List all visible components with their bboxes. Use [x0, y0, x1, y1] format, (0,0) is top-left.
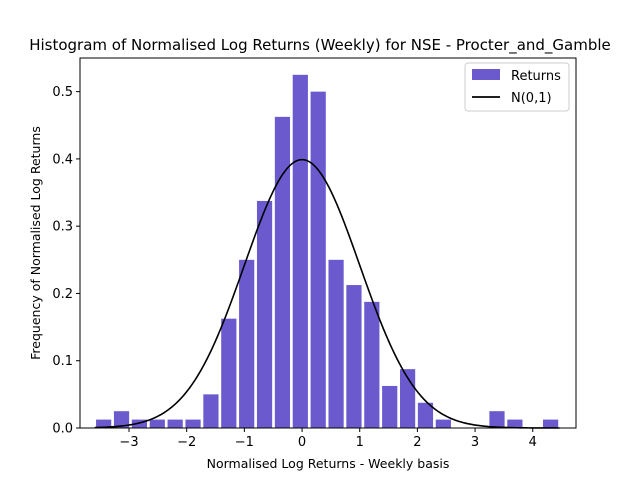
y-tick-label: 0.3 [52, 220, 73, 235]
y-tick-label: 0.4 [52, 152, 73, 167]
histogram-bar [310, 91, 326, 428]
histogram-bar [346, 285, 362, 428]
x-tick-label: 0 [298, 435, 306, 450]
y-tick-label: 0.5 [52, 85, 73, 100]
x-tick-label: 3 [471, 435, 479, 450]
x-tick-label: −3 [119, 435, 138, 450]
y-axis-ticks: 0.0 0.1 0.2 0.3 0.4 0.5 [52, 85, 80, 437]
histogram-bar [328, 259, 344, 428]
histogram-bar [417, 402, 434, 428]
x-tick-label: 2 [413, 435, 421, 450]
histogram-bar [364, 301, 380, 428]
y-tick-label: 0.2 [52, 287, 73, 302]
x-tick-label: −1 [235, 435, 254, 450]
chart-title: Histogram of Normalised Log Returns (Wee… [29, 36, 611, 55]
x-axis-ticks: −3 −2 −1 0 1 2 3 4 [119, 428, 537, 450]
y-axis-label: Frequency of Normalised Log Returns [28, 126, 43, 360]
histogram-bar [185, 419, 201, 428]
legend-label-returns: Returns [511, 69, 561, 84]
histogram-bar [167, 419, 183, 428]
histogram-bar [435, 419, 451, 428]
legend-swatch-returns [472, 69, 500, 80]
histogram-bar [274, 116, 291, 429]
histogram-bar [256, 200, 273, 428]
x-tick-label: −2 [177, 435, 196, 450]
histogram-bar [221, 318, 237, 428]
histogram-bar [292, 74, 308, 428]
plot-area-frame [79, 57, 577, 429]
histogram-bar [96, 419, 112, 428]
histogram-bars [96, 74, 559, 429]
histogram-bar [203, 394, 219, 428]
histogram-bar [113, 411, 130, 428]
y-tick-label: 0.0 [52, 422, 73, 437]
histogram-bar [131, 419, 148, 428]
x-tick-label: 1 [356, 435, 364, 450]
histogram-bar [489, 411, 505, 428]
histogram-bar [149, 419, 165, 428]
normal-curve-layer [94, 158, 560, 429]
histogram-bar [543, 419, 559, 428]
y-tick-label: 0.1 [52, 354, 73, 369]
legend: Returns N(0,1) [464, 62, 570, 112]
normal-curve-line [94, 158, 560, 429]
x-axis-label: Normalised Log Returns - Weekly basis [207, 456, 450, 471]
x-tick-label: 4 [529, 435, 537, 450]
histogram-bar [239, 259, 255, 428]
histogram-bar [382, 385, 398, 428]
legend-label-normal: N(0,1) [511, 91, 552, 106]
histogram-bar [507, 419, 523, 428]
